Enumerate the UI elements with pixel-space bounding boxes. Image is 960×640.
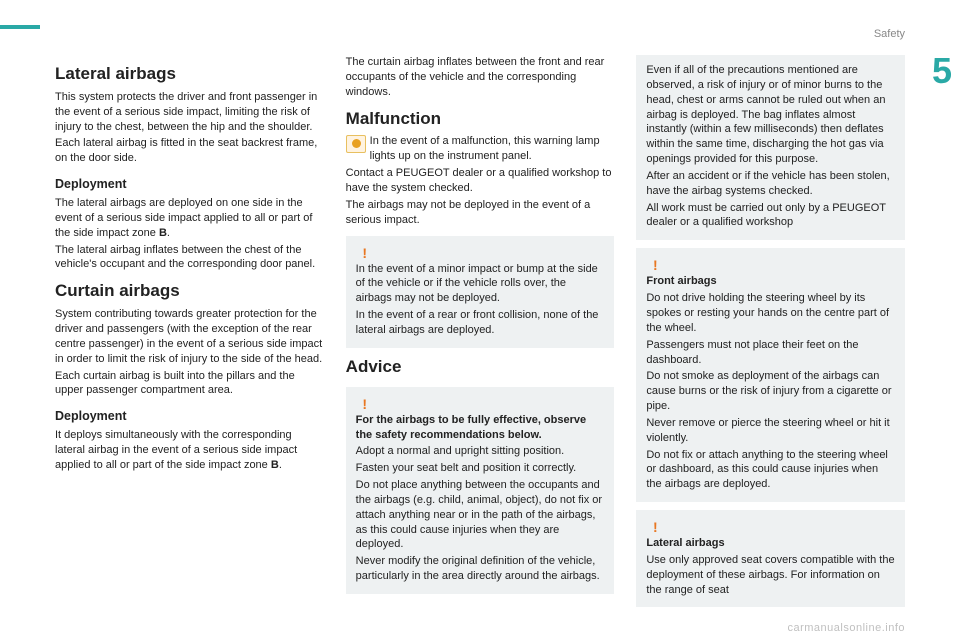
- box-title: Front airbags: [646, 275, 716, 287]
- body-text: It deploys simultaneously with the corre…: [55, 428, 324, 473]
- front-airbags-box: ! Front airbags Do not drive holding the…: [636, 248, 905, 502]
- body-text: Each lateral airbag is fitted in the sea…: [55, 136, 324, 166]
- box-text: Do not smoke as deployment of the airbag…: [646, 369, 895, 414]
- body-text: System contributing towards greater prot…: [55, 307, 324, 366]
- box-text: Fasten your seat belt and position it co…: [356, 461, 605, 476]
- box-lead: ! Front airbags: [646, 256, 895, 291]
- zone-letter: B: [159, 227, 167, 239]
- body-text: The lateral airbag inflates between the …: [55, 243, 324, 273]
- icon-paragraph: In the event of a malfunction, this warn…: [346, 134, 615, 166]
- accent-bar: [0, 25, 40, 29]
- body-text: The lateral airbags are deployed on one …: [55, 196, 324, 241]
- body-text: Each curtain airbag is built into the pi…: [55, 369, 324, 399]
- body-text: Contact a PEUGEOT dealer or a qualified …: [346, 166, 615, 196]
- box-title: Lateral airbags: [646, 537, 724, 549]
- warning-box: ! In the event of a minor impact or bump…: [346, 236, 615, 348]
- heading-malfunction: Malfunction: [346, 108, 615, 131]
- text-fragment: The lateral airbags are deployed on one …: [55, 197, 312, 239]
- box-text: Adopt a normal and upright sitting posit…: [356, 444, 605, 459]
- exclamation-icon: !: [356, 244, 374, 262]
- text-fragment: It deploys simultaneously with the corre…: [55, 429, 297, 471]
- box-text: Even if all of the precautions mentioned…: [646, 63, 895, 167]
- heading-deployment: Deployment: [55, 408, 324, 425]
- column-1: Lateral airbags This system protects the…: [55, 55, 324, 615]
- box-text: Do not fix or attach anything to the ste…: [646, 448, 895, 493]
- column-2: The curtain airbag inflates between the …: [346, 55, 615, 615]
- section-label: Safety: [874, 28, 905, 40]
- box-text: In the event of a minor impact or bump a…: [356, 262, 605, 307]
- zone-letter: B: [271, 459, 279, 471]
- box-text: In the event of a rear or front collisio…: [356, 308, 605, 338]
- content-columns: Lateral airbags This system protects the…: [55, 30, 905, 615]
- heading-curtain-airbags: Curtain airbags: [55, 280, 324, 303]
- body-text: In the event of a malfunction, this warn…: [370, 134, 615, 164]
- watermark: carmanualsonline.info: [787, 622, 905, 634]
- body-text: This system protects the driver and fron…: [55, 90, 324, 135]
- heading-deployment: Deployment: [55, 176, 324, 193]
- body-text: The curtain airbag inflates between the …: [346, 55, 615, 100]
- box-text: After an accident or if the vehicle has …: [646, 169, 895, 199]
- box-text: Do not drive holding the steering wheel …: [646, 291, 895, 336]
- text-fragment: .: [167, 227, 170, 239]
- heading-advice: Advice: [346, 356, 615, 379]
- box-title-line: Front airbags: [646, 274, 895, 289]
- lateral-airbags-box: ! Lateral airbags Use only approved seat…: [636, 510, 905, 607]
- info-box: Even if all of the precautions mentioned…: [636, 55, 905, 240]
- box-text: All work must be carried out only by a P…: [646, 201, 895, 231]
- box-lead-text: For the airbags to be fully effective, o…: [356, 413, 605, 443]
- box-title-line: Lateral airbags: [646, 536, 895, 551]
- box-text: Do not place anything between the occupa…: [356, 478, 605, 552]
- exclamation-icon: !: [356, 395, 374, 413]
- airbag-warning-icon: [346, 135, 366, 153]
- box-text: Never modify the original definition of …: [356, 554, 605, 584]
- heading-lateral-airbags: Lateral airbags: [55, 63, 324, 86]
- box-lead: ! For the airbags to be fully effective,…: [356, 395, 605, 445]
- box-lead: ! In the event of a minor impact or bump…: [356, 244, 605, 309]
- body-text: The airbags may not be deployed in the e…: [346, 198, 615, 228]
- exclamation-icon: !: [646, 256, 664, 274]
- box-text: Use only approved seat covers compatible…: [646, 553, 895, 598]
- page: Safety 5 Lateral airbags This system pro…: [0, 0, 960, 640]
- chapter-number: 5: [932, 50, 952, 92]
- text-fragment: .: [279, 459, 282, 471]
- box-lead: ! Lateral airbags: [646, 518, 895, 553]
- exclamation-icon: !: [646, 518, 664, 536]
- box-text: Never remove or pierce the steering whee…: [646, 416, 895, 446]
- box-text: Passengers must not place their feet on …: [646, 338, 895, 368]
- column-3: Even if all of the precautions mentioned…: [636, 55, 905, 615]
- advice-box: ! For the airbags to be fully effective,…: [346, 387, 615, 594]
